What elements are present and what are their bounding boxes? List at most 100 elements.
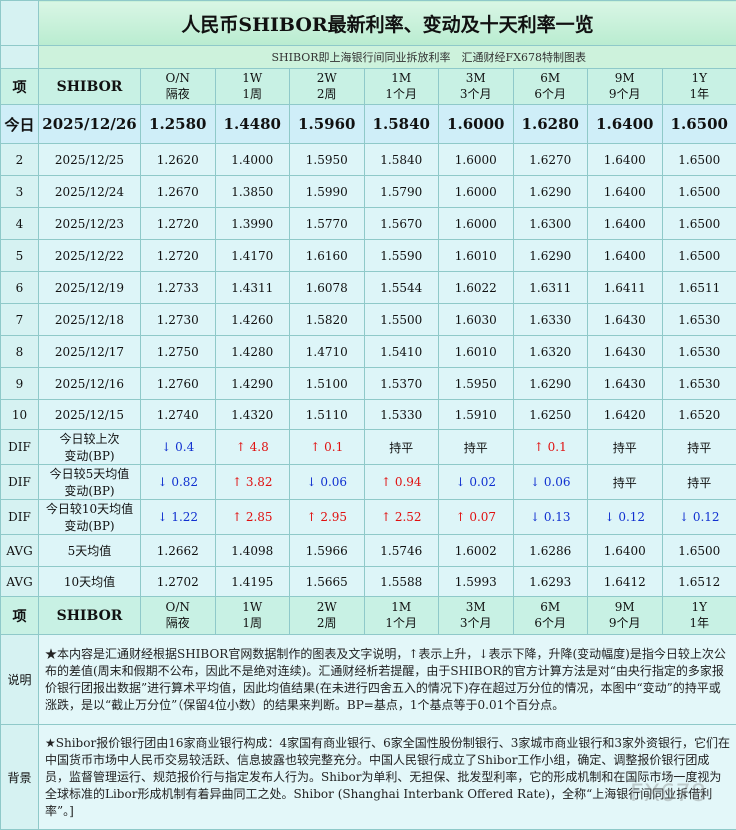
change: ↓ 0.82: [141, 465, 216, 500]
table-row: SHIBOR即上海银行间同业拆放利率 汇通财经FX678特制图表: [1, 46, 736, 69]
row-label-text: 4: [1, 217, 38, 231]
rate-text: 1.6300: [514, 217, 588, 231]
rate-text: 1.6430: [588, 313, 662, 327]
rate-text: 1.5960: [290, 115, 364, 133]
rate: 1.6160: [290, 240, 365, 272]
rate-text: 1.6400: [588, 185, 662, 199]
rate: 1.5990: [290, 176, 365, 208]
row-label: 6: [1, 272, 39, 304]
rate: 1.6400: [588, 240, 663, 272]
term-header-text: 1个月: [365, 614, 439, 631]
average: 1.2702: [141, 567, 216, 597]
change: ↓ 0.12: [662, 500, 736, 535]
average: 1.5993: [439, 567, 514, 597]
rate-text: 1.4170: [216, 249, 290, 263]
dif-name-text: 变动(BP): [39, 482, 140, 499]
rate-text: 1.6400: [588, 249, 662, 263]
change-text: 持平: [439, 439, 513, 456]
average-text: 1.5993: [439, 575, 513, 589]
term-header-text: 1Y: [663, 600, 736, 614]
rate: 1.4260: [215, 304, 290, 336]
change-text: 持平: [588, 439, 662, 456]
row-label-text: AVG: [1, 544, 38, 558]
term-header-text: 1M: [365, 71, 439, 85]
dif-name-text: 今日较5天均值: [39, 465, 140, 482]
rate-text: 1.2760: [141, 377, 215, 391]
row-label: 10: [1, 400, 39, 430]
header-cell: 项: [1, 69, 39, 105]
term-header-text: O/N: [141, 71, 215, 85]
average: 1.6400: [588, 535, 663, 567]
date: 2025/12/22: [39, 240, 141, 272]
rate: 1.6500: [662, 105, 736, 144]
term-header-text: 1W: [216, 600, 290, 614]
row-label: 今日: [1, 105, 39, 144]
rate: 1.6400: [588, 176, 663, 208]
rate-text: 1.5590: [365, 249, 439, 263]
date: 2025/12/25: [39, 144, 141, 176]
rate-text: 1.5840: [365, 153, 439, 167]
average-text: 1.6412: [588, 575, 662, 589]
date-text: 2025/12/24: [39, 185, 140, 199]
rate: 1.6430: [588, 368, 663, 400]
rate: 1.6300: [513, 208, 588, 240]
rate-text: 1.5790: [365, 185, 439, 199]
header-cell-text: SHIBOR: [39, 79, 140, 95]
change-text: ↑ 0.1: [290, 440, 364, 454]
change: ↓ 1.22: [141, 500, 216, 535]
term-header-text: 9个月: [588, 85, 662, 102]
rate-text: 1.6400: [588, 115, 662, 133]
rate-text: 1.6400: [588, 153, 662, 167]
rate-text: 1.2740: [141, 408, 215, 422]
rate-text: 1.6411: [588, 281, 662, 295]
average-text: 1.2702: [141, 575, 215, 589]
average-text: 1.5665: [290, 575, 364, 589]
rate: 1.5590: [364, 240, 439, 272]
average: 1.4195: [215, 567, 290, 597]
term-header-text: 3个月: [439, 614, 513, 631]
avg-name: 5天均值: [39, 535, 141, 567]
average: 1.5746: [364, 535, 439, 567]
rate-text: 1.2580: [141, 115, 215, 133]
rate: 1.5950: [439, 368, 514, 400]
term-header-text: 1M: [365, 600, 439, 614]
note-label: 说明: [1, 635, 39, 725]
change: ↓ 0.4: [141, 430, 216, 465]
rate: 1.5330: [364, 400, 439, 430]
rate-text: 1.2720: [141, 217, 215, 231]
dif-name-text: 变动(BP): [39, 447, 140, 464]
rate: 1.2620: [141, 144, 216, 176]
rate-text: 1.6320: [514, 345, 588, 359]
rate-text: 1.5820: [290, 313, 364, 327]
rate: 1.4170: [215, 240, 290, 272]
rate-text: 1.5950: [290, 153, 364, 167]
rate: 1.6000: [439, 144, 514, 176]
rate: 1.6000: [439, 105, 514, 144]
avg-name-text: 5天均值: [39, 542, 140, 559]
note-label-text: 背景: [1, 769, 38, 786]
change: ↑ 4.8: [215, 430, 290, 465]
change-text: ↓ 0.82: [141, 475, 215, 489]
rate-text: 1.6330: [514, 313, 588, 327]
rate-text: 1.6022: [439, 281, 513, 295]
rate-text: 1.6290: [514, 249, 588, 263]
row-label-text: 今日: [1, 114, 38, 135]
rate-text: 1.3850: [216, 185, 290, 199]
rate: 1.6500: [662, 144, 736, 176]
rate: 1.6500: [662, 208, 736, 240]
term-header-text: 3M: [439, 600, 513, 614]
change-text: ↓ 1.22: [141, 510, 215, 524]
rate-text: 1.6511: [663, 281, 736, 295]
change-text: ↑ 0.1: [514, 440, 588, 454]
average: 1.5966: [290, 535, 365, 567]
